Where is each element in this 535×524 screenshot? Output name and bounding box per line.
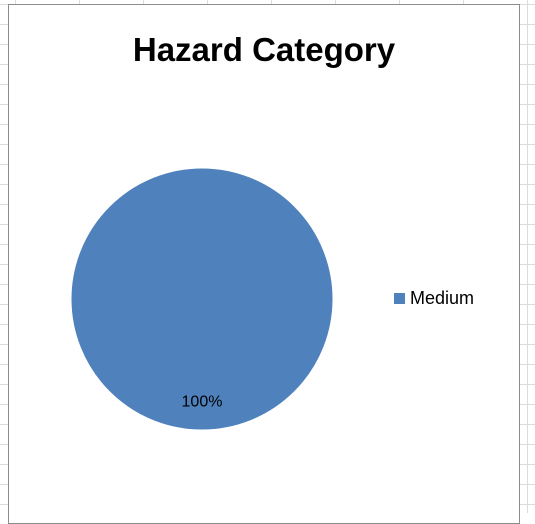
chart-area[interactable]: Hazard Category 100% Medium — [8, 4, 520, 524]
chart-title: Hazard Category — [132, 31, 396, 68]
legend: Medium — [394, 288, 474, 309]
legend-label-medium: Medium — [410, 288, 475, 308]
pie-plot-area: 100% — [70, 167, 334, 431]
pie-slice-medium[interactable] — [70, 167, 334, 431]
legend-swatch-medium — [394, 293, 405, 304]
data-label-medium: 100% — [182, 394, 223, 411]
